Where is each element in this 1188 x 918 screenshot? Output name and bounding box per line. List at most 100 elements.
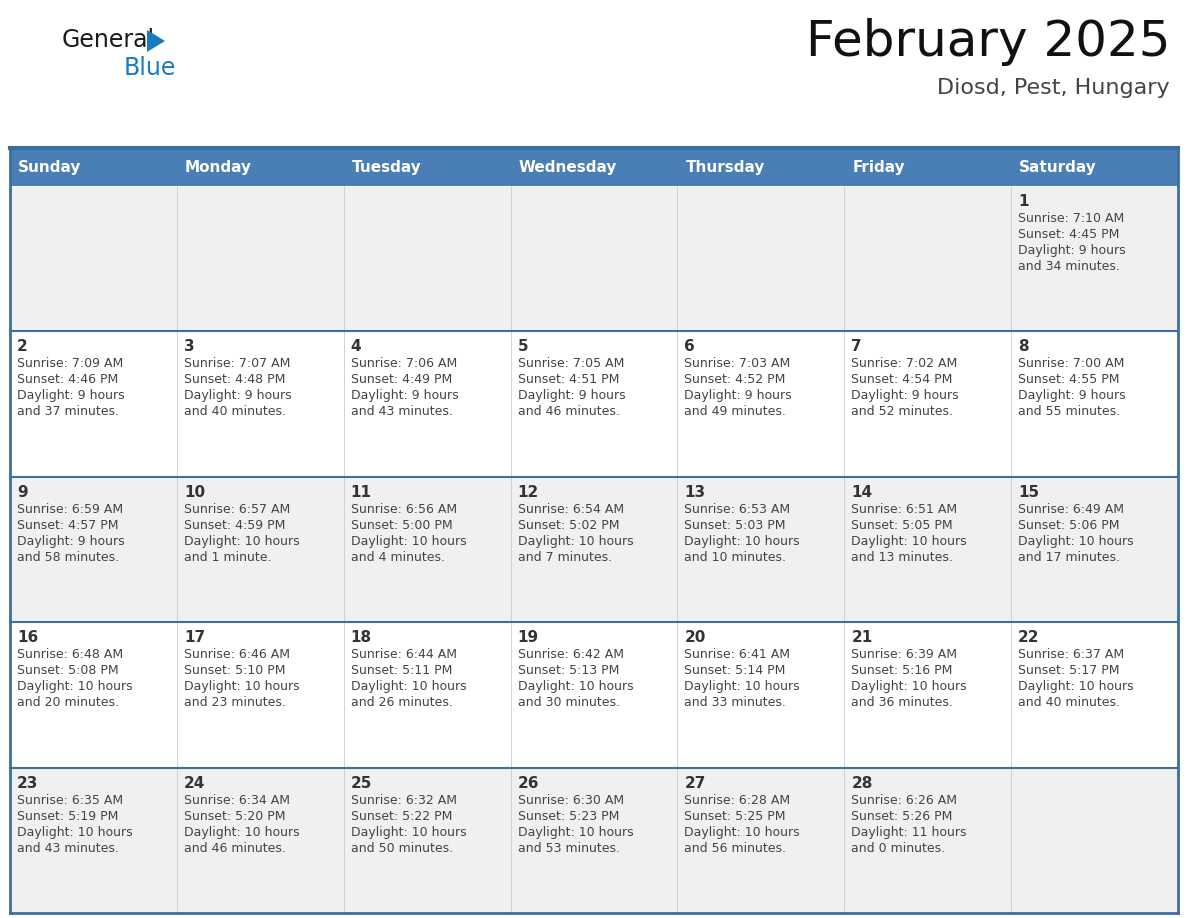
Text: and 40 minutes.: and 40 minutes. [184,406,286,419]
Text: 22: 22 [1018,630,1040,645]
Text: Sunrise: 6:51 AM: Sunrise: 6:51 AM [852,503,958,516]
Text: Sunset: 5:05 PM: Sunset: 5:05 PM [852,519,953,532]
Text: 18: 18 [350,630,372,645]
Text: Sunrise: 6:46 AM: Sunrise: 6:46 AM [184,648,290,661]
Text: 13: 13 [684,485,706,499]
Text: Daylight: 10 hours: Daylight: 10 hours [518,680,633,693]
Text: Daylight: 10 hours: Daylight: 10 hours [350,535,467,548]
Text: 14: 14 [852,485,872,499]
Text: 1: 1 [1018,194,1029,209]
Text: Sunrise: 7:07 AM: Sunrise: 7:07 AM [184,357,290,370]
Text: Sunrise: 7:00 AM: Sunrise: 7:00 AM [1018,357,1125,370]
Text: Sunset: 4:45 PM: Sunset: 4:45 PM [1018,228,1119,241]
Text: Sunrise: 6:59 AM: Sunrise: 6:59 AM [17,503,124,516]
Text: Daylight: 9 hours: Daylight: 9 hours [184,389,291,402]
Text: Daylight: 9 hours: Daylight: 9 hours [684,389,792,402]
Text: Daylight: 10 hours: Daylight: 10 hours [1018,535,1133,548]
Text: and 43 minutes.: and 43 minutes. [350,406,453,419]
Text: 7: 7 [852,340,862,354]
Text: Sunset: 5:06 PM: Sunset: 5:06 PM [1018,519,1119,532]
Text: and 17 minutes.: and 17 minutes. [1018,551,1120,564]
Bar [511,149,677,186]
Text: Sunset: 5:00 PM: Sunset: 5:00 PM [350,519,453,532]
Text: and 55 minutes.: and 55 minutes. [1018,406,1120,419]
Text: Blue: Blue [124,56,176,80]
Text: Daylight: 10 hours: Daylight: 10 hours [852,535,967,548]
Text: Sunset: 4:51 PM: Sunset: 4:51 PM [518,374,619,386]
Text: and 7 minutes.: and 7 minutes. [518,551,612,564]
Text: Sunset: 4:59 PM: Sunset: 4:59 PM [184,519,285,532]
Text: Sunrise: 6:41 AM: Sunrise: 6:41 AM [684,648,790,661]
Text: Daylight: 10 hours: Daylight: 10 hours [852,680,967,693]
Text: and 0 minutes.: and 0 minutes. [852,842,946,855]
Text: 9: 9 [17,485,27,499]
Text: Daylight: 10 hours: Daylight: 10 hours [518,825,633,839]
Bar [10,149,177,186]
Text: and 4 minutes.: and 4 minutes. [350,551,444,564]
Text: and 1 minute.: and 1 minute. [184,551,271,564]
Text: Daylight: 9 hours: Daylight: 9 hours [1018,244,1126,257]
Text: Sunrise: 6:28 AM: Sunrise: 6:28 AM [684,793,790,807]
Text: Daylight: 9 hours: Daylight: 9 hours [17,389,125,402]
Text: Sunday: Sunday [18,160,81,175]
Text: 20: 20 [684,630,706,645]
Text: Diosd, Pest, Hungary: Diosd, Pest, Hungary [937,78,1170,98]
Text: Sunrise: 6:42 AM: Sunrise: 6:42 AM [518,648,624,661]
Text: and 23 minutes.: and 23 minutes. [184,696,286,710]
Text: Daylight: 10 hours: Daylight: 10 hours [184,535,299,548]
Text: Sunrise: 6:26 AM: Sunrise: 6:26 AM [852,793,958,807]
Text: 11: 11 [350,485,372,499]
Text: Daylight: 10 hours: Daylight: 10 hours [17,680,133,693]
Text: Daylight: 10 hours: Daylight: 10 hours [1018,680,1133,693]
Text: Sunset: 5:16 PM: Sunset: 5:16 PM [852,665,953,677]
Text: Sunset: 5:20 PM: Sunset: 5:20 PM [184,810,285,823]
Text: Saturday: Saturday [1019,160,1097,175]
Text: 10: 10 [184,485,206,499]
Text: Sunrise: 6:53 AM: Sunrise: 6:53 AM [684,503,790,516]
Text: and 36 minutes.: and 36 minutes. [852,696,953,710]
Text: and 20 minutes.: and 20 minutes. [17,696,119,710]
Text: 2: 2 [17,340,27,354]
Text: Daylight: 10 hours: Daylight: 10 hours [684,680,800,693]
Text: Sunrise: 6:57 AM: Sunrise: 6:57 AM [184,503,290,516]
Text: Sunset: 4:46 PM: Sunset: 4:46 PM [17,374,119,386]
Text: and 46 minutes.: and 46 minutes. [184,842,286,855]
Text: and 37 minutes.: and 37 minutes. [17,406,119,419]
Text: Sunrise: 7:03 AM: Sunrise: 7:03 AM [684,357,791,370]
Bar [677,149,845,186]
Bar [10,331,1178,476]
Text: 12: 12 [518,485,539,499]
Bar [177,149,343,186]
Text: Daylight: 11 hours: Daylight: 11 hours [852,825,967,839]
Text: 6: 6 [684,340,695,354]
Text: Sunset: 4:49 PM: Sunset: 4:49 PM [350,374,451,386]
Text: Monday: Monday [185,160,252,175]
Text: 16: 16 [17,630,38,645]
Bar [845,149,1011,186]
Text: February 2025: February 2025 [805,18,1170,66]
Text: Sunrise: 6:56 AM: Sunrise: 6:56 AM [350,503,457,516]
Text: Thursday: Thursday [685,160,765,175]
Text: 27: 27 [684,776,706,790]
Text: Sunset: 4:57 PM: Sunset: 4:57 PM [17,519,119,532]
Text: 19: 19 [518,630,538,645]
Text: Sunrise: 6:39 AM: Sunrise: 6:39 AM [852,648,958,661]
Text: Daylight: 10 hours: Daylight: 10 hours [184,680,299,693]
Text: and 49 minutes.: and 49 minutes. [684,406,786,419]
Text: 24: 24 [184,776,206,790]
Text: and 30 minutes.: and 30 minutes. [518,696,620,710]
Bar [1011,149,1178,186]
Bar [10,476,1178,622]
Text: and 58 minutes.: and 58 minutes. [17,551,119,564]
Text: Sunset: 5:10 PM: Sunset: 5:10 PM [184,665,285,677]
Text: Sunset: 5:22 PM: Sunset: 5:22 PM [350,810,453,823]
Text: Daylight: 10 hours: Daylight: 10 hours [17,825,133,839]
Text: and 40 minutes.: and 40 minutes. [1018,696,1120,710]
Text: Sunrise: 6:34 AM: Sunrise: 6:34 AM [184,793,290,807]
Text: 21: 21 [852,630,872,645]
Text: Daylight: 9 hours: Daylight: 9 hours [1018,389,1126,402]
Text: Sunrise: 6:54 AM: Sunrise: 6:54 AM [518,503,624,516]
Text: Wednesday: Wednesday [519,160,617,175]
Text: and 56 minutes.: and 56 minutes. [684,842,786,855]
Text: and 34 minutes.: and 34 minutes. [1018,260,1120,273]
